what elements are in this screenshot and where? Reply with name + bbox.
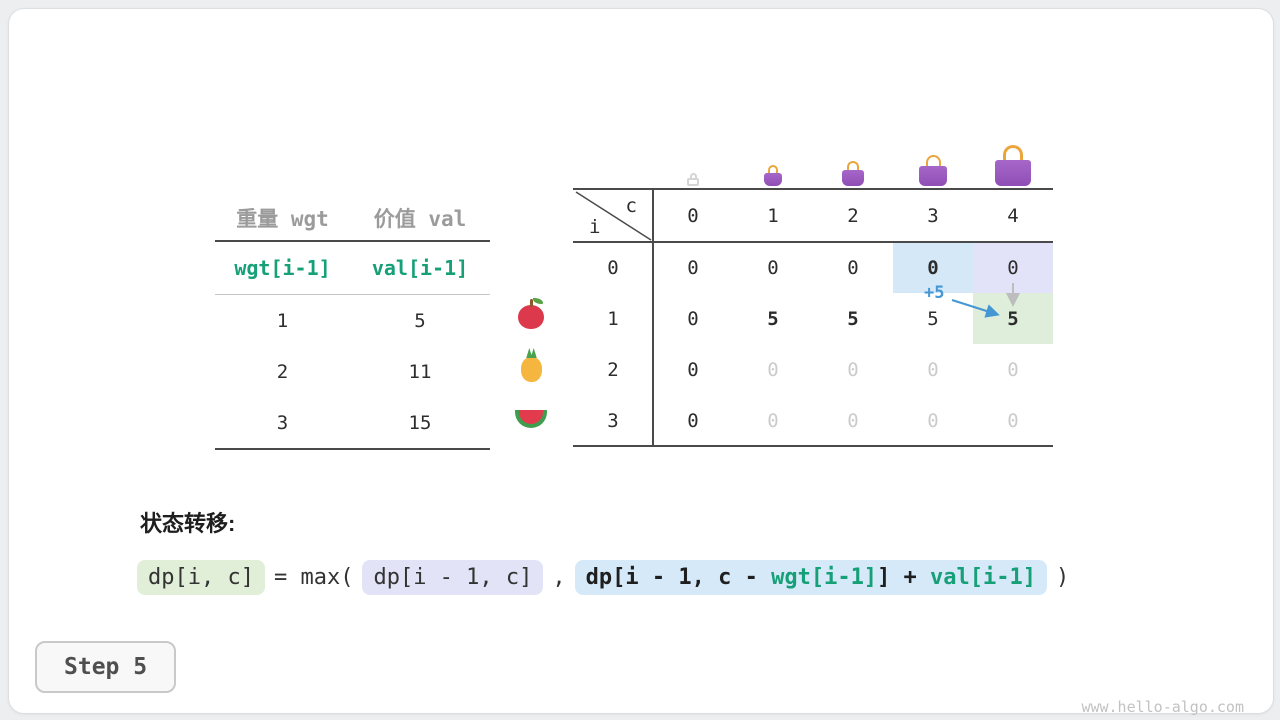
bag-handle	[847, 161, 859, 170]
dp-col-header: 4	[1007, 205, 1019, 227]
state-transition-label: 状态转移:	[140, 511, 236, 536]
row-axis-label: i	[589, 216, 601, 238]
bag-body	[919, 166, 947, 186]
item-table-symbol-row: wgt[i-1] val[i-1]	[215, 242, 490, 295]
dp-cell: 0	[767, 256, 779, 279]
item-value: 15	[408, 411, 432, 434]
item-table-rows: 1 5 2 11 3 15	[215, 295, 490, 448]
bag-body	[842, 170, 864, 186]
dp-table-top-border	[573, 188, 1053, 190]
formula-comma: ,	[552, 565, 566, 590]
dp-row-header: 0	[607, 256, 619, 279]
formula-close-paren: )	[1056, 565, 1070, 590]
dp-cell: 5	[927, 307, 939, 330]
apple-icon	[518, 298, 544, 329]
dp-cell: 0	[847, 409, 859, 432]
dp-cell: 0	[687, 256, 699, 279]
formula-eq-max: = max(	[273, 565, 354, 590]
bag-icon	[919, 155, 947, 186]
figure-card	[8, 8, 1274, 714]
step-badge: Step 5	[35, 641, 177, 693]
dp-table-bottom-border	[573, 445, 1053, 447]
dp-col-header: 1	[767, 205, 779, 227]
dp-row-header: 2	[607, 358, 619, 381]
bag-icons-row	[573, 124, 1053, 188]
dp-cell: 0	[1007, 358, 1019, 381]
dp-row-header: 3	[607, 409, 619, 432]
dp-cell: 0	[687, 307, 699, 330]
item-table: 重量 wgt 价值 val wgt[i-1] val[i-1] 1 5 2 11 3 15	[215, 196, 490, 450]
bag-body	[764, 173, 782, 186]
watermelon-icon	[515, 410, 547, 428]
item-table-header-row: 重量 wgt 价值 val	[215, 196, 490, 242]
dp-cell: 0	[767, 409, 779, 432]
dp-table-header-border	[573, 241, 1053, 243]
item-value: 11	[408, 360, 432, 383]
formula-arg2-wgt: wgt[i-1]	[771, 565, 878, 590]
bag-handle	[1003, 145, 1023, 160]
dp-table-vertical-border	[652, 188, 654, 447]
dp-col-header: 2	[847, 205, 859, 227]
item-weight: 2	[276, 360, 289, 383]
dp-row-header: 1	[607, 307, 619, 330]
bag-body	[995, 160, 1031, 186]
plus-value-annotation: +5	[924, 283, 945, 303]
dp-cell: 0	[1007, 409, 1019, 432]
pineapple-icon	[521, 357, 542, 382]
dp-col-header: 3	[927, 205, 939, 227]
dp-cell: 0	[893, 242, 973, 293]
dp-cell: 0	[687, 358, 699, 381]
bag-handle	[768, 165, 778, 173]
formula-lhs: dp[i, c]	[137, 560, 265, 595]
dp-cell: 0	[847, 256, 859, 279]
bag-icon	[995, 145, 1031, 186]
bag-icon	[764, 165, 782, 186]
item-weight: 3	[276, 411, 289, 434]
formula-arg2: dp[i - 1, c - wgt[i-1]] + val[i-1]	[574, 560, 1048, 595]
empty-bag-icon	[687, 173, 699, 186]
formula-arg2-val: val[i-1]	[930, 565, 1037, 590]
watermark: www.hello-algo.com	[1081, 698, 1244, 716]
bag-handle	[689, 173, 697, 178]
formula-arg1: dp[i - 1, c]	[362, 560, 544, 595]
value-symbol: val[i-1]	[371, 256, 469, 280]
dp-cell: 0	[973, 242, 1053, 293]
item-value: 5	[414, 309, 426, 332]
dp-cell: 5	[767, 307, 779, 330]
value-column-header: 价值 val	[373, 207, 467, 231]
bag-body	[687, 178, 699, 186]
dp-cell: 0	[767, 358, 779, 381]
bag-icon	[842, 161, 864, 186]
dp-cell: 0	[847, 358, 859, 381]
dp-cell: 0	[927, 358, 939, 381]
item-table-row: 3 15	[215, 397, 490, 448]
item-weight: 1	[276, 309, 289, 332]
bag-handle	[925, 155, 941, 166]
dp-cell: 0	[687, 409, 699, 432]
weight-column-header: 重量 wgt	[236, 207, 329, 231]
col-axis-label: c	[625, 195, 637, 217]
weight-symbol: wgt[i-1]	[234, 256, 331, 280]
dp-cell: 0	[927, 409, 939, 432]
formula-arg2-prefix: dp[i - 1, c -	[585, 565, 772, 590]
item-table-row: 2 11	[215, 346, 490, 397]
formula-arg2-mid: ] +	[877, 565, 931, 590]
dp-cell: 5	[973, 293, 1053, 344]
state-transition-formula: dp[i, c] = max( dp[i - 1, c] , dp[i - 1,…	[137, 560, 1069, 595]
dp-cell: 5	[847, 307, 859, 330]
dp-col-header: 0	[687, 205, 699, 227]
